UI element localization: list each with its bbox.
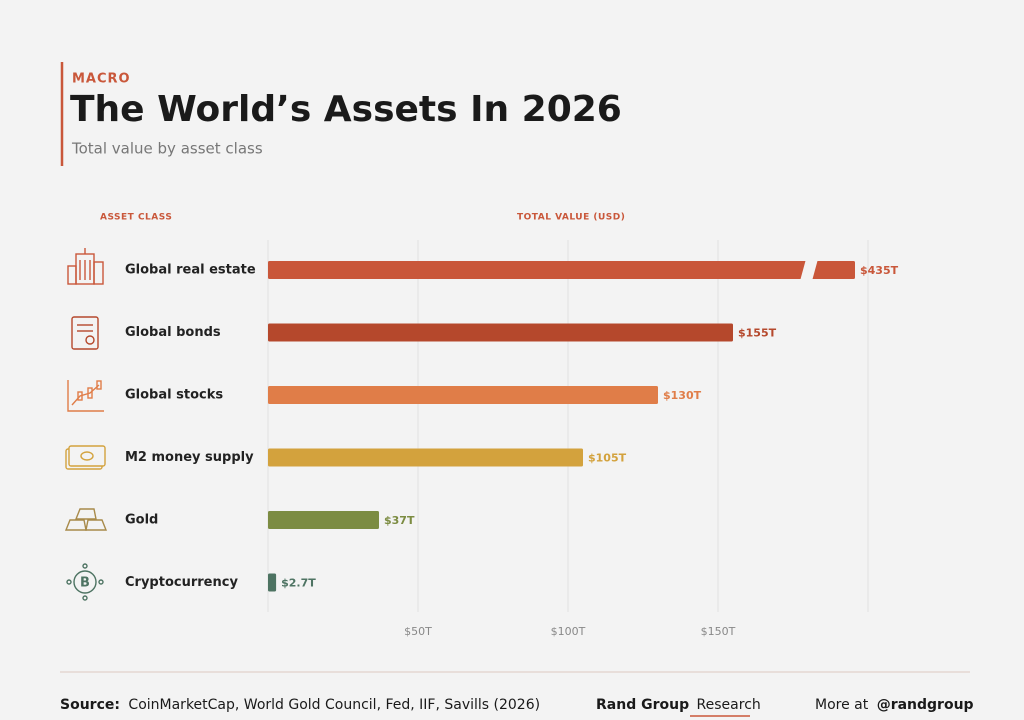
icon-bonds: [71, 316, 99, 350]
source-text: CoinMarketCap, World Gold Council, Fed, …: [128, 697, 540, 713]
icons: B: [64, 248, 108, 601]
category-label: Global bonds: [125, 325, 221, 340]
more: More at @randgroup: [815, 697, 974, 713]
icon-gold: [64, 508, 108, 531]
value-label: $155T: [738, 327, 777, 340]
brand-suffix: Research: [697, 697, 761, 713]
value-label: $37T: [384, 514, 415, 527]
title: The World’s Assets In 2026: [70, 89, 622, 130]
subtitle: Total value by asset class: [71, 140, 263, 158]
bar: [268, 448, 583, 467]
icon-stocks: [67, 380, 104, 412]
axis-break: [800, 259, 818, 281]
icon-money: [65, 445, 106, 470]
kicker: MACRO: [72, 72, 131, 87]
bar: [268, 323, 733, 342]
x-tick-label: $150T: [701, 625, 736, 638]
bar: [268, 573, 277, 592]
bar: [268, 511, 379, 529]
svg-text:B: B: [80, 576, 90, 591]
icon-crypto: B: [66, 563, 104, 601]
category-header: ASSET CLASS: [100, 213, 172, 223]
category-label: M2 money supply: [125, 450, 254, 465]
brand: Rand Group Research: [596, 697, 761, 713]
value-label: $105T: [588, 452, 627, 465]
category-label: Gold: [125, 513, 158, 528]
source-label: Source:: [60, 697, 120, 713]
plot: $50T $100T $150T Global real estate $435T Glo…: [125, 240, 899, 638]
brand-name: Rand Group: [596, 697, 689, 713]
handle: @randgroup: [877, 697, 974, 713]
source: Source: CoinMarketCap, World Gold Counci…: [60, 697, 540, 713]
bar: [268, 261, 855, 279]
x-tick-label: $100T: [551, 625, 586, 638]
x-tick-label: $50T: [404, 625, 432, 638]
category-label: Global real estate: [125, 263, 256, 278]
category-label: Global stocks: [125, 388, 223, 403]
value-header: TOTAL VALUE (USD): [517, 213, 625, 223]
value-label: $130T: [663, 389, 702, 402]
bar: [268, 386, 658, 404]
icon-real-estate: [67, 248, 104, 285]
category-label: Cryptocurrency: [125, 575, 238, 590]
more-label: More at: [815, 697, 869, 713]
value-label: $2.7T: [281, 577, 316, 590]
value-label: $435T: [860, 264, 899, 277]
